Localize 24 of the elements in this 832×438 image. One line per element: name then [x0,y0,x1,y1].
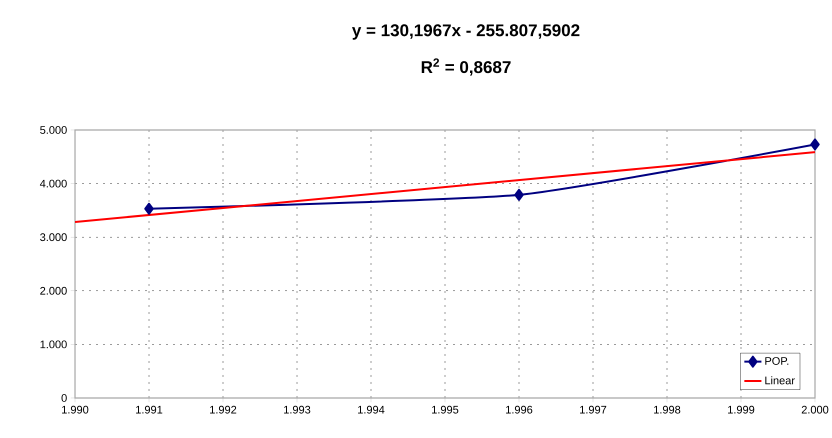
y-tick-label: 4.000 [40,180,67,188]
x-tick-label: 1.995 [432,406,458,414]
y-tick-label: 3.000 [40,233,67,242]
x-tick-label: 1.994 [358,406,384,414]
point [810,138,820,150]
legend-label: Linear [765,376,795,384]
x-tick-label: 2.000 [802,406,828,414]
y-tick-label: 5.000 [40,126,67,134]
point [144,202,154,215]
x-tick-label: 1.998 [654,406,680,414]
x-tick-label: 1.996 [506,406,532,414]
legend-label: POP. [765,357,788,365]
x-tick-label: 1.997 [580,406,606,414]
x-tick-label: 1.992 [210,406,236,414]
y-tick-label: 0 [62,394,67,402]
x-tick-label: 1.991 [136,406,162,414]
y-tick-label: 1.000 [40,340,67,348]
y-tick-label: 2.000 [40,286,67,295]
x-tick-label: 1.993 [284,406,310,414]
x-tick-label: 1.999 [728,406,754,414]
x-tick-label: 1.990 [62,406,88,414]
chart-subtitle: R$^{2}$ = 0,8687 [422,58,511,76]
point [514,188,524,201]
chart-title: y = 130,1967x - 255.807,5902 [352,24,580,40]
